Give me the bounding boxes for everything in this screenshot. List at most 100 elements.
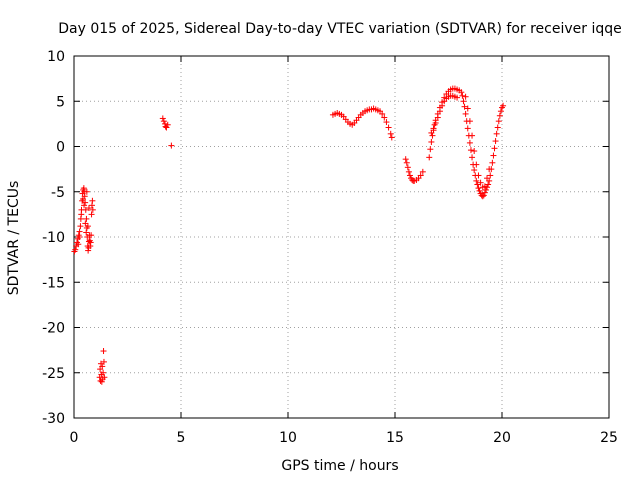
data-point: [466, 139, 473, 146]
data-point: [76, 228, 83, 235]
data-point: [430, 125, 437, 132]
data-point: [432, 119, 439, 126]
data-point: [459, 92, 466, 99]
data-point: [72, 246, 79, 253]
data-point: [464, 125, 471, 132]
data-point: [381, 114, 388, 121]
data-point: [404, 164, 411, 171]
data-point: [462, 93, 469, 100]
chart-title: Day 015 of 2025, Sidereal Day-to-day VTE…: [58, 21, 622, 37]
y-axis-label: SDTVAR / TECUs: [6, 181, 22, 296]
data-point: [100, 358, 107, 365]
data-point: [500, 102, 507, 109]
data-point: [474, 181, 481, 188]
y-tick-label: -15: [42, 275, 65, 291]
data-point: [454, 94, 461, 101]
data-point: [464, 105, 471, 112]
y-tick-label: 0: [56, 140, 65, 156]
data-point: [387, 130, 394, 137]
data-point: [480, 192, 487, 199]
data-point: [469, 154, 476, 161]
data-point: [484, 175, 491, 182]
data-point: [82, 220, 89, 227]
data-point: [476, 187, 483, 194]
data-point: [83, 229, 90, 236]
data-point: [428, 138, 435, 145]
data-point: [491, 145, 498, 152]
data-point: [495, 118, 502, 125]
y-tick-label: 10: [47, 49, 65, 65]
data-point: [417, 172, 424, 179]
data-point: [427, 146, 434, 153]
data-point: [494, 124, 501, 131]
data-point: [439, 102, 446, 109]
x-tick-label: 10: [279, 430, 297, 446]
data-point: [77, 223, 84, 230]
data-point: [159, 115, 166, 122]
data-point: [100, 348, 107, 355]
data-point: [78, 211, 85, 218]
data-point: [460, 98, 467, 105]
data-point: [458, 89, 465, 96]
data-point: [489, 159, 496, 166]
data-point: [402, 156, 409, 163]
data-point: [481, 189, 488, 196]
x-axis-tick-labels: 0 5 10 15 20 25: [70, 430, 618, 446]
y-tick-label: -5: [51, 185, 65, 201]
data-point: [85, 205, 92, 212]
x-tick-label: 20: [493, 430, 511, 446]
data-point: [89, 197, 96, 204]
data-point: [89, 206, 96, 213]
x-tick-label: 5: [177, 430, 186, 446]
data-point: [493, 130, 500, 137]
data-point: [388, 134, 395, 141]
data-point: [82, 206, 89, 213]
data-point: [76, 234, 83, 240]
data-point: [429, 132, 436, 139]
x-tick-label: 25: [600, 430, 618, 446]
data-point: [385, 124, 392, 131]
data-point: [496, 112, 503, 119]
data-point: [462, 110, 469, 117]
data-point: [83, 215, 90, 222]
data-point: [473, 177, 480, 184]
x-tick-label: 0: [70, 430, 79, 446]
data-point: [436, 108, 443, 115]
data-point: [84, 223, 91, 230]
data-point: [475, 172, 482, 179]
data-point: [485, 181, 492, 188]
data-point: [98, 378, 105, 385]
data-point: [100, 369, 107, 376]
data-point: [160, 118, 167, 125]
data-point: [479, 193, 486, 200]
data-point: [497, 108, 504, 115]
data-point: [405, 168, 412, 175]
data-point: [83, 188, 90, 195]
data-point: [471, 167, 478, 174]
data-point: [428, 129, 435, 136]
data-point: [475, 185, 482, 192]
data-point: [434, 114, 441, 121]
y-tick-label: -10: [42, 230, 65, 246]
data-point: [467, 147, 474, 154]
data-point: [477, 179, 484, 186]
data-point: [403, 159, 410, 166]
data-point: [461, 103, 468, 110]
data-point: [406, 172, 413, 179]
data-point: [87, 239, 94, 246]
data-point: [492, 138, 499, 145]
data-point: [383, 119, 390, 126]
data-point: [426, 154, 433, 161]
x-tick-label: 15: [386, 430, 404, 446]
data-point: [99, 363, 106, 370]
data-point: [469, 132, 476, 139]
data-point: [473, 161, 480, 168]
data-point: [81, 202, 88, 209]
data-point: [466, 118, 473, 125]
grid: [74, 56, 609, 418]
data-point: [79, 195, 86, 202]
data-point: [481, 183, 488, 190]
data-point: [471, 148, 478, 155]
y-tick-label: 5: [56, 94, 65, 110]
